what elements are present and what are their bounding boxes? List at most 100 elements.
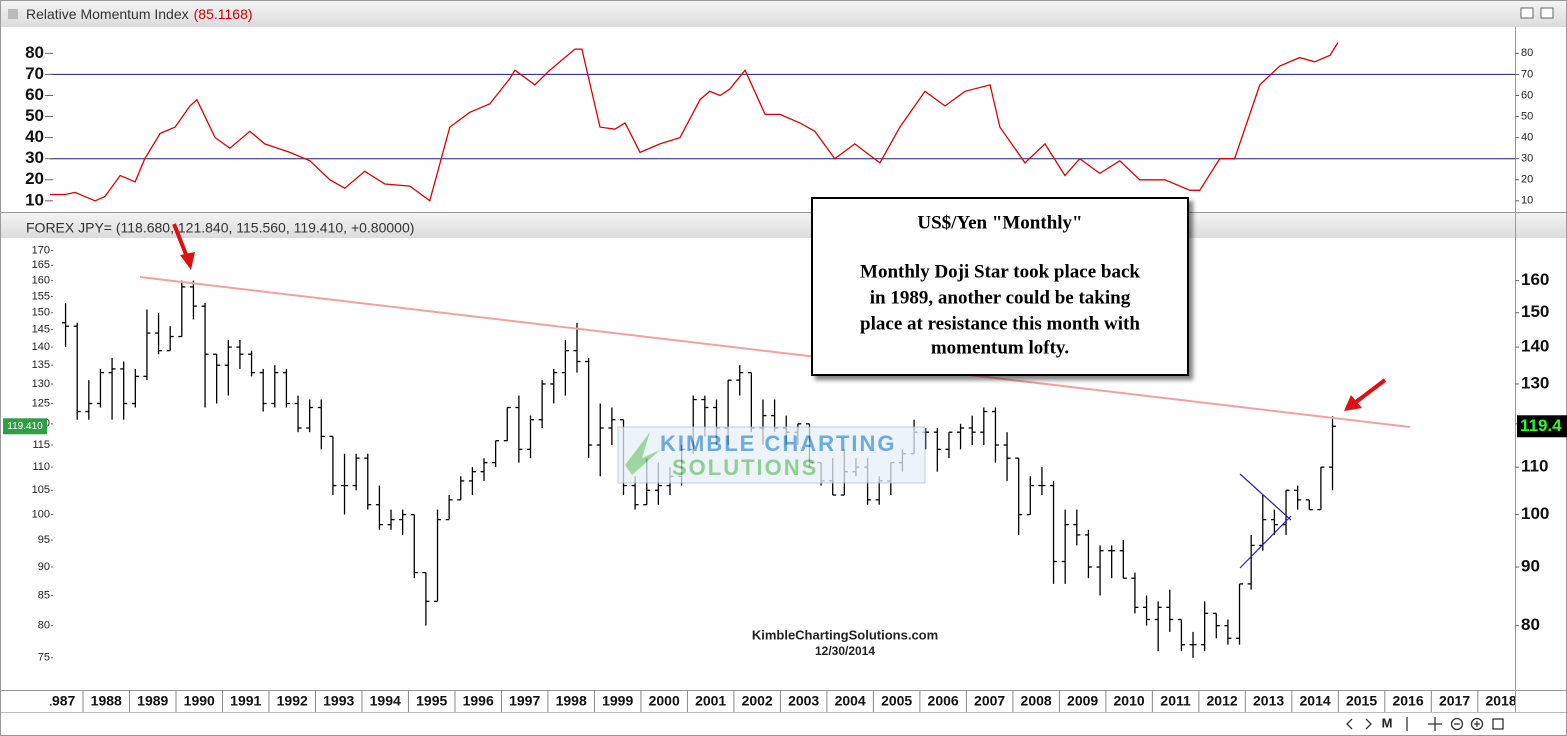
ohlc-bar	[96, 368, 104, 408]
ohlc-bar	[306, 399, 314, 433]
ohlc-bar	[120, 361, 128, 420]
scroll-left[interactable]	[1346, 718, 1353, 730]
triangle-line	[1239, 515, 1292, 569]
x-tick-label: 1997	[509, 693, 540, 709]
x-tick-label: 2010	[1114, 693, 1145, 709]
annotation-line: Monthly Doji Star took place back	[860, 261, 1140, 282]
ohlc-bar	[410, 513, 418, 579]
y-tick-label: 20	[25, 169, 44, 188]
y-tick-label: 165	[32, 259, 50, 271]
footer-text: KimbleChartingSolutions.com	[752, 627, 938, 642]
ohlc-bar	[1026, 476, 1034, 516]
ohlc-bar	[1201, 601, 1209, 652]
ohlc-bar	[991, 407, 999, 463]
ohlc-bar	[980, 407, 988, 446]
ohlc-bar	[1073, 509, 1081, 546]
y2-tick-label: 70	[1521, 68, 1533, 80]
close-button[interactable]	[1540, 7, 1554, 19]
ohlc-bar	[1038, 467, 1046, 496]
y2-tick-label: 20	[1521, 174, 1533, 186]
y2-tick-label: 50	[1521, 110, 1533, 122]
x-axis: 1987 1988 1989 1990 1991 1992 1993 1994 1995 1996…	[44, 691, 1516, 712]
ohlc-bar	[1329, 416, 1337, 491]
ohlc-bar	[248, 350, 256, 377]
ohlc-bar	[271, 365, 279, 408]
annotation-line: place at resistance this month with	[860, 313, 1140, 334]
price-header: FOREX JPY= (118.680, 121.840, 115.560, 1…	[26, 220, 414, 236]
ohlc-bar	[1224, 619, 1232, 645]
indicator-value: (85.1168)	[194, 6, 253, 22]
ohlc-bar	[352, 453, 360, 491]
ohlc-bar	[480, 458, 488, 481]
ohlc-bar	[1212, 612, 1220, 639]
y2-tick-label: 160	[1521, 270, 1549, 289]
scroll-right[interactable]	[1365, 718, 1372, 730]
ohlc-bar	[1270, 509, 1278, 535]
x-tick-label: 2007	[974, 693, 1005, 709]
x-tick-label: 2013	[1253, 693, 1284, 709]
x-tick-label: 2008	[1021, 693, 1052, 709]
ohlc-bar	[1061, 509, 1069, 584]
ohlc-bar	[1247, 534, 1255, 590]
y2-tick-label: 60	[1521, 89, 1533, 101]
x-tick-label: 2003	[788, 693, 819, 709]
y-tick-label: 80	[25, 43, 44, 62]
x-tick-label: 1989	[137, 693, 168, 709]
x-tick-label: 1998	[556, 693, 587, 709]
y-tick-label: 150	[32, 307, 50, 319]
minimize-button[interactable]	[1520, 7, 1534, 19]
ohlc-bar	[282, 368, 290, 408]
zoom-in[interactable]	[1470, 717, 1484, 731]
ohlc-bar	[155, 312, 163, 355]
ohlc-bar	[945, 431, 953, 459]
x-tick-label: 2000	[649, 693, 680, 709]
panel-header	[1, 212, 1566, 238]
ohlc-bar	[73, 322, 81, 420]
y-tick-label: 10	[25, 190, 44, 209]
y-tick-label: 115	[32, 439, 50, 451]
watermark: KIMBLE CHARTING SOLUTIONS	[617, 426, 926, 484]
ohlc-bar	[1236, 583, 1244, 645]
y-tick-label: 100	[32, 508, 50, 520]
ohlc-bar	[387, 509, 395, 530]
x-tick-label: 1988	[91, 693, 122, 709]
ohlc-bar	[201, 302, 209, 408]
watermark-box	[617, 426, 926, 484]
triangle-line	[1239, 473, 1292, 521]
ohlc-bar	[108, 357, 116, 420]
ohlc-bar	[1177, 618, 1185, 652]
x-tick-label: 2016	[1392, 693, 1423, 709]
annotation-box: US$/Yen "Monthly" Monthly Doji Star took…	[811, 197, 1189, 376]
price-tag	[1517, 415, 1567, 438]
ohlc-bar	[468, 467, 476, 496]
ohlc-bar	[1003, 432, 1011, 481]
ohlc-bar	[1108, 545, 1116, 579]
rmi-line	[50, 42, 1339, 202]
axis-labels: 10 20 30 40 50 60 70 80 10 20 30 40 50 60 70 80 75 80 85 90…	[3, 43, 1567, 664]
x-tick-label: 2018	[1485, 693, 1516, 709]
ohlc-bar	[375, 485, 383, 530]
y2-tick-label: 40	[1521, 132, 1533, 144]
x-tick-label: 1987	[44, 693, 75, 709]
ohlc-bar	[596, 403, 604, 477]
resistance-line	[139, 276, 1411, 428]
x-tick-label: 2005	[881, 693, 912, 709]
y2-tick-label: 110	[1521, 457, 1548, 476]
y-tick-label: 110	[32, 461, 50, 473]
x-tick-label: 2012	[1207, 693, 1238, 709]
y-tick-label: 30	[25, 148, 44, 167]
period-button[interactable]: M	[1382, 715, 1393, 730]
maximize[interactable]	[1492, 718, 1504, 730]
ohlc-bar	[492, 440, 500, 468]
y-tick-label: 125	[32, 397, 50, 409]
ohlc-bar	[294, 395, 302, 433]
toolbar	[1346, 717, 1504, 731]
ohlc-bar	[434, 509, 442, 603]
x-tick-label: 1995	[416, 693, 447, 709]
ohlc-bar	[585, 357, 593, 459]
x-tick-label: 1990	[184, 693, 215, 709]
ohlc-bar	[1294, 485, 1302, 510]
y2-tick-label: 30	[1521, 153, 1533, 165]
zoom-out[interactable]	[1450, 717, 1464, 731]
